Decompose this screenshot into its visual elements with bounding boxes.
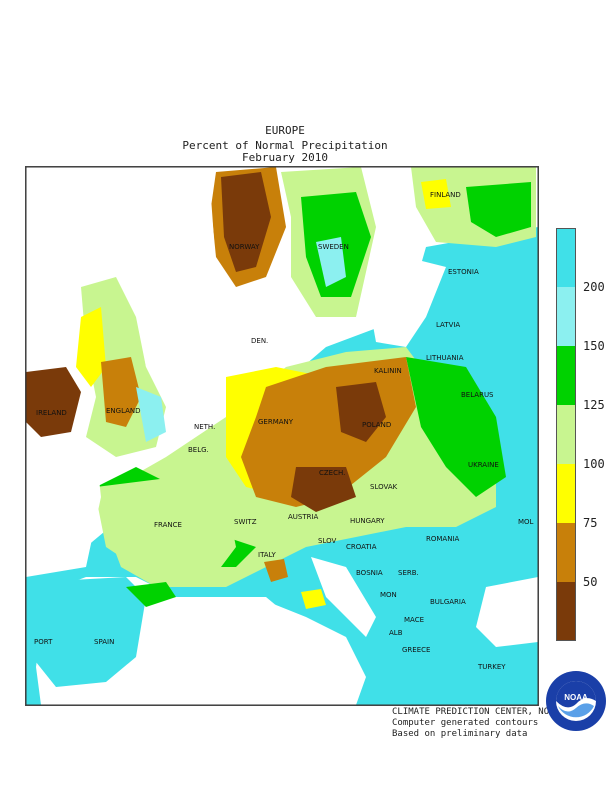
label-serbia: SERB.: [398, 569, 419, 577]
legend-swatch: [556, 582, 576, 641]
land-finland-green: [466, 182, 531, 237]
label-belgium: BELG.: [188, 446, 209, 454]
noaa-logo-text: NOAA: [564, 693, 588, 702]
label-netherlands: NETH.: [194, 423, 215, 431]
label-kalinin: KALININ: [374, 367, 402, 375]
legend-label: 150: [583, 339, 605, 353]
label-france: FRANCE: [154, 521, 182, 529]
label-czech: CZECH.: [319, 469, 345, 477]
legend-swatch: [556, 287, 576, 346]
label-norway: NORWAY: [229, 243, 260, 251]
legend-swatch: [556, 523, 576, 582]
label-slovak: SLOVAK: [370, 483, 398, 491]
legend-swatch: [556, 346, 576, 405]
label-poland: POLAND: [362, 421, 391, 429]
land-italy-yellow: [301, 589, 326, 609]
legend-label: 125: [583, 398, 605, 412]
label-bosnia: BOSNIA: [356, 569, 383, 577]
label-portugal: PORT: [34, 638, 53, 646]
map-period: February 2010: [241, 151, 329, 164]
precipitation-map: IRELAND ENGLAND NORWAY SWEDEN FINLAND ES…: [25, 166, 539, 706]
precipitation-legend: [556, 228, 576, 641]
label-spain: SPAIN: [94, 638, 114, 646]
label-austria: AUSTRIA: [288, 513, 319, 521]
legend-swatch: [556, 228, 576, 287]
label-ukraine: UKRAINE: [468, 461, 499, 469]
legend-label: 50: [583, 575, 598, 589]
label-slovenia: SLOV: [318, 537, 336, 545]
sea-mediterranean: [146, 597, 366, 705]
sea-north: [136, 197, 236, 367]
legend-border: [556, 228, 576, 641]
credit-source: CLIMATE PREDICTION CENTER, NOAA: [392, 707, 560, 717]
label-estonia: ESTONIA: [448, 268, 479, 276]
legend-label: 75: [583, 516, 598, 530]
label-turkey: TURKEY: [477, 663, 506, 671]
label-denmark: DEN.: [251, 337, 268, 345]
label-sweden: SWEDEN: [318, 243, 349, 251]
land-iberia-cyan: [36, 577, 146, 687]
label-hungary: HUNGARY: [350, 517, 385, 525]
map-subtitle: Percent of Normal Precipitation: [182, 139, 388, 152]
label-england: ENGLAND: [106, 407, 141, 415]
credit-method: Computer generated contours: [392, 718, 539, 728]
land-finland-yellow: [421, 179, 451, 209]
noaa-logo-icon: NOAA: [546, 671, 606, 731]
label-bulgaria: BULGARIA: [430, 598, 466, 606]
land-britain-brown: [101, 357, 141, 427]
label-macedonia: MACE: [404, 616, 424, 624]
label-ireland: IRELAND: [36, 409, 67, 417]
sea-baltic: [366, 257, 446, 347]
label-finland: FINLAND: [430, 191, 461, 199]
land-ireland: [26, 367, 81, 437]
sea-black: [476, 577, 538, 647]
label-albania: ALB: [389, 629, 403, 637]
label-greece: GREECE: [402, 646, 430, 654]
label-croatia: CROATIA: [346, 543, 377, 551]
map-region-title: EUROPE: [265, 124, 305, 137]
land-italy-brown: [264, 559, 288, 582]
sea-adriatic: [311, 557, 376, 637]
label-italy: ITALY: [258, 551, 277, 559]
land-iberia-green: [126, 582, 176, 607]
label-latvia: LATVIA: [436, 321, 460, 329]
land-brown-2: [336, 382, 386, 442]
label-montenegro: MON: [380, 591, 397, 599]
label-moldova: MOL: [518, 518, 534, 526]
legend-swatch: [556, 405, 576, 464]
label-romania: ROMANIA: [426, 535, 460, 543]
land-norway-darkbrown: [221, 172, 271, 272]
land-sweden-cyan: [316, 237, 346, 287]
label-belarus: BELARUS: [461, 391, 494, 399]
label-germany: GERMANY: [258, 418, 294, 426]
land-brown-3: [291, 467, 356, 512]
land-britain-yellow: [76, 307, 106, 387]
label-lithuania: LITHUANIA: [426, 354, 464, 362]
legend-swatch: [556, 464, 576, 523]
land-green-1: [406, 357, 506, 497]
land-france: [96, 477, 236, 587]
legend-label: 200: [583, 280, 605, 294]
land-britain-cyan: [136, 387, 166, 442]
sea-biscay: [26, 447, 101, 577]
label-switzerland: SWITZ: [234, 518, 257, 526]
legend-label: 100: [583, 457, 605, 471]
credit-note: Based on preliminary data: [392, 729, 528, 739]
sea-atlantic: [26, 167, 141, 347]
